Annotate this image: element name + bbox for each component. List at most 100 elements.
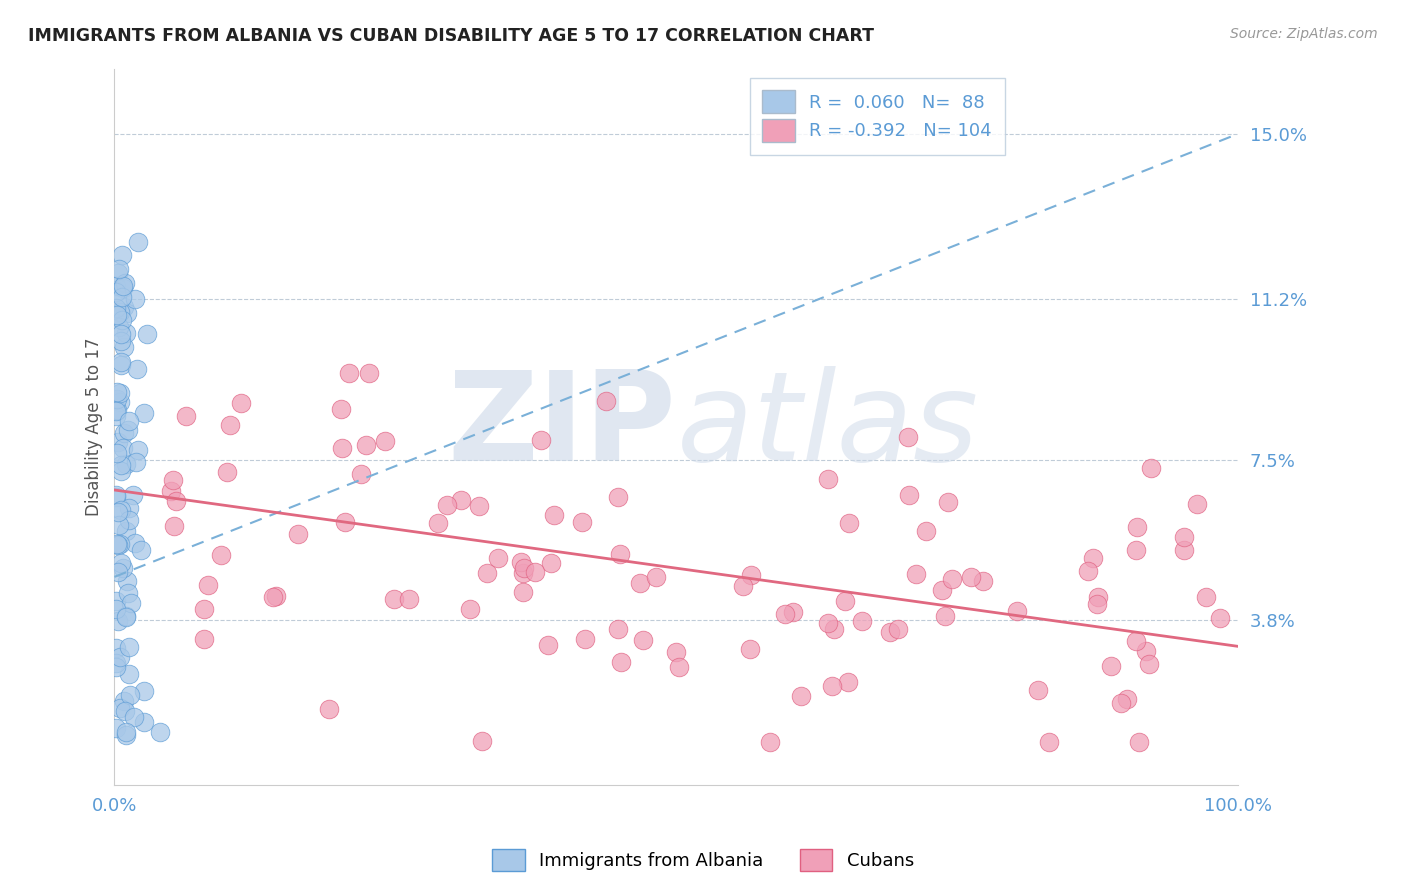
- Point: [107, 262, 129, 277]
- Point: [262, 590, 284, 604]
- Point: [104, 488, 127, 502]
- Point: [125, 455, 148, 469]
- Point: [105, 656, 128, 670]
- Point: [110, 700, 132, 714]
- Point: [1109, 696, 1132, 710]
- Point: [115, 574, 138, 589]
- Point: [318, 702, 340, 716]
- Point: [931, 583, 953, 598]
- Point: [107, 435, 129, 450]
- Point: [905, 567, 928, 582]
- Point: [134, 683, 156, 698]
- Point: [458, 602, 481, 616]
- Point: [759, 735, 782, 749]
- Point: [115, 524, 138, 538]
- Point: [530, 434, 553, 448]
- Point: [936, 495, 959, 509]
- Point: [972, 574, 994, 588]
- Point: [1185, 497, 1208, 511]
- Point: [879, 625, 901, 640]
- Point: [1099, 659, 1122, 673]
- Point: [105, 490, 128, 504]
- Point: [197, 578, 219, 592]
- Point: [512, 585, 534, 599]
- Point: [111, 281, 134, 295]
- Point: [215, 465, 238, 479]
- Point: [122, 710, 145, 724]
- Point: [118, 501, 141, 516]
- Point: [115, 306, 138, 320]
- Point: [607, 490, 630, 504]
- Point: [209, 548, 232, 562]
- Point: [111, 290, 134, 304]
- Point: [1135, 644, 1157, 658]
- Point: [1195, 591, 1218, 605]
- Point: [914, 524, 936, 538]
- Point: [359, 366, 381, 380]
- Point: [112, 278, 135, 293]
- Point: [287, 527, 309, 541]
- Point: [114, 704, 136, 718]
- Point: [110, 464, 132, 478]
- Point: [105, 301, 128, 315]
- Point: [1173, 530, 1195, 544]
- Point: [523, 565, 546, 579]
- Point: [112, 300, 135, 314]
- Point: [110, 557, 132, 571]
- Point: [851, 614, 873, 628]
- Point: [1005, 604, 1028, 618]
- Point: [536, 638, 558, 652]
- Point: [382, 591, 405, 606]
- Point: [644, 570, 666, 584]
- Point: [330, 441, 353, 455]
- Legend: R =  0.060   N=  88, R = -0.392   N= 104: R = 0.060 N= 88, R = -0.392 N= 104: [749, 78, 1004, 154]
- Point: [1126, 519, 1149, 533]
- Point: [111, 441, 134, 455]
- Point: [122, 488, 145, 502]
- Point: [1173, 542, 1195, 557]
- Point: [817, 472, 839, 486]
- Point: [571, 515, 593, 529]
- Point: [114, 728, 136, 742]
- Point: [193, 632, 215, 646]
- Point: [107, 266, 129, 280]
- Point: [934, 609, 956, 624]
- Point: [107, 615, 129, 629]
- Point: [111, 561, 134, 575]
- Point: [609, 547, 631, 561]
- Point: [104, 641, 127, 656]
- Point: [108, 537, 131, 551]
- Point: [110, 650, 132, 665]
- Point: [837, 675, 859, 690]
- Point: [112, 340, 135, 354]
- Point: [105, 404, 128, 418]
- Point: [628, 576, 651, 591]
- Point: [1125, 634, 1147, 648]
- Point: [1087, 590, 1109, 604]
- Point: [107, 505, 129, 519]
- Point: [114, 457, 136, 471]
- Point: [509, 555, 531, 569]
- Point: [127, 235, 149, 250]
- Point: [450, 493, 472, 508]
- Point: [470, 734, 492, 748]
- Point: [105, 309, 128, 323]
- Point: [124, 536, 146, 550]
- Point: [595, 394, 617, 409]
- Point: [513, 561, 536, 575]
- Y-axis label: Disability Age 5 to 17: Disability Age 5 to 17: [86, 338, 103, 516]
- Point: [120, 596, 142, 610]
- Point: [104, 721, 127, 735]
- Point: [110, 334, 132, 348]
- Point: [609, 655, 631, 669]
- Point: [129, 543, 152, 558]
- Point: [486, 551, 509, 566]
- Point: [104, 660, 127, 674]
- Point: [738, 641, 761, 656]
- Point: [330, 402, 353, 417]
- Point: [107, 320, 129, 334]
- Point: [118, 640, 141, 654]
- Point: [790, 689, 813, 703]
- Point: [174, 409, 197, 424]
- Point: [1087, 597, 1109, 611]
